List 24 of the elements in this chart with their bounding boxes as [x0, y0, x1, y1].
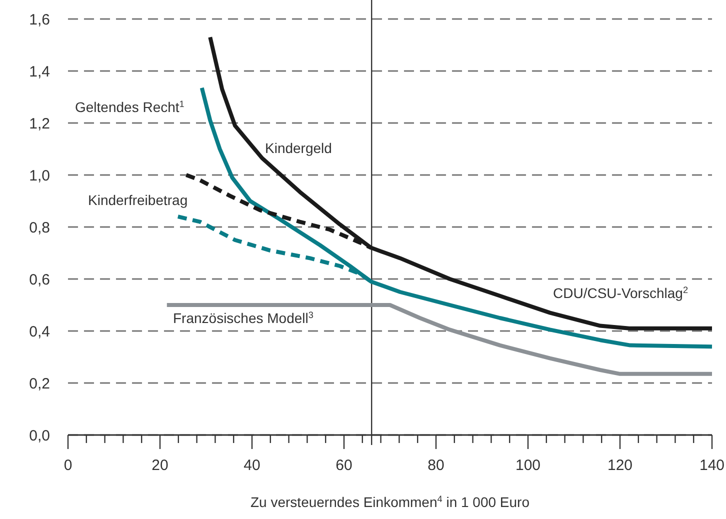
y-tick-label: 1,4 — [29, 63, 50, 80]
x-tick-label: 20 — [152, 457, 168, 474]
x-tick-label: 100 — [515, 457, 541, 474]
x-tick-label: 0 — [64, 457, 72, 474]
annotation: Kindergeld — [265, 140, 332, 156]
y-tick-label: 0,0 — [29, 427, 50, 444]
y-tick-label: 0,8 — [29, 219, 50, 236]
y-tick-label: 1,6 — [29, 11, 50, 28]
y-tick-label: 0,6 — [29, 271, 50, 288]
y-tick-label: 0,2 — [29, 375, 50, 392]
annotation: CDU/CSU-Vorschlag$^{2}$ — [553, 284, 688, 301]
x-tick-label: 60 — [336, 457, 352, 474]
x-tick-label: 40 — [244, 457, 260, 474]
x-tick-label: 120 — [607, 457, 633, 474]
y-tick-label: 0,4 — [29, 323, 50, 340]
x-axis-title: Zu versteuerndes Einkommen$^{4}$ in 1 000 Euro — [250, 494, 530, 510]
y-tick-label: 1,0 — [29, 167, 50, 184]
annotation: Geltendes Recht$^{1}$ — [75, 98, 184, 115]
line-series — [164, 303, 714, 376]
annotation: Französisches Modell$^{3}$ — [173, 310, 314, 326]
y-tick-label: 1,2 — [29, 115, 50, 132]
x-tick-label: 80 — [428, 457, 444, 474]
x-tick-label: 140 — [699, 457, 725, 474]
annotation: Kinderfreibetrag — [88, 192, 188, 208]
